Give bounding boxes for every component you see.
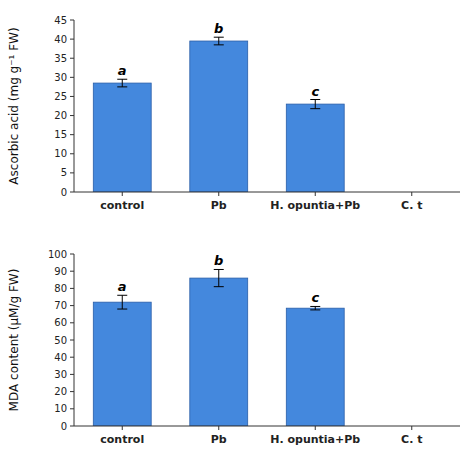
y-tick [70, 39, 74, 40]
bar [93, 83, 151, 192]
y-axis-label: Ascorbic acid (mg g⁻¹ FW) [7, 27, 21, 184]
bar [286, 104, 344, 192]
y-tick [70, 408, 74, 409]
error-bar [117, 79, 127, 87]
x-tick [218, 192, 219, 196]
bar [286, 308, 344, 426]
y-axis-label: MDA content (μM/g FW) [7, 269, 21, 412]
x-tick [122, 426, 123, 430]
y-tick-label: 10 [54, 148, 67, 159]
x-tick [315, 192, 316, 196]
x-tick-label: H. opuntia+Pb [270, 433, 360, 446]
y-tick-label: 100 [48, 249, 67, 260]
y-tick [70, 254, 74, 255]
y-tick [70, 58, 74, 59]
annotation: c [311, 84, 319, 99]
y-tick-label: 60 [54, 317, 67, 328]
y-tick [70, 134, 74, 135]
y-tick [70, 322, 74, 323]
y-tick [70, 357, 74, 358]
panel: a b c 0 5 10 15 20 25 30 35 40 45 control Pb H. opuntia… [7, 15, 460, 213]
y-tick [70, 426, 74, 427]
x-axis-line [74, 426, 460, 427]
y-tick [70, 172, 74, 173]
y-tick-label: 30 [54, 369, 67, 380]
y-tick [70, 374, 74, 375]
y-tick-label: 80 [54, 283, 67, 294]
annotation: a [118, 63, 127, 78]
x-tick [411, 426, 412, 430]
x-tick-label: Pb [211, 433, 227, 446]
y-tick-label: 40 [54, 352, 67, 363]
y-tick [70, 153, 74, 154]
y-tick-label: 15 [54, 129, 67, 140]
x-tick-label: control [100, 433, 144, 446]
y-tick-label: 20 [54, 110, 67, 121]
y-tick-label: 25 [54, 91, 67, 102]
y-tick-label: 20 [54, 386, 67, 397]
bar [190, 278, 248, 426]
annotation: a [118, 279, 127, 294]
y-tick-label: 5 [61, 167, 67, 178]
y-tick [70, 271, 74, 272]
x-tick-label: Pb [211, 199, 227, 212]
y-tick [70, 77, 74, 78]
y-tick [70, 391, 74, 392]
bar [190, 41, 248, 192]
error-bar [214, 269, 224, 286]
marks [93, 37, 344, 192]
y-tick-label: 30 [54, 72, 67, 83]
y-tick [70, 20, 74, 21]
x-tick [218, 426, 219, 430]
x-tick-label: H. opuntia+Pb [270, 199, 360, 212]
y-tick-label: 45 [54, 15, 67, 26]
x-tick-label: C. t [401, 433, 422, 446]
annotation: c [311, 290, 319, 305]
y-tick [70, 96, 74, 97]
y-tick-label: 10 [54, 403, 67, 414]
x-tick [122, 192, 123, 196]
y-tick-label: 35 [54, 53, 67, 64]
y-axis-line [74, 20, 75, 192]
error-bar [117, 295, 127, 309]
x-tick-label: C. t [401, 199, 422, 212]
y-tick-label: 70 [54, 300, 67, 311]
y-tick-label: 50 [54, 335, 67, 346]
error-bar [310, 100, 320, 109]
y-tick [70, 305, 74, 306]
bar [93, 302, 151, 426]
x-axis-line [74, 192, 460, 193]
error-bar [310, 306, 320, 309]
y-tick-label: 0 [61, 187, 67, 198]
annotation: b [214, 21, 223, 36]
x-tick [411, 192, 412, 196]
y-tick [70, 192, 74, 193]
y-tick-label: 90 [54, 266, 67, 277]
chart-root: a b c 0 5 10 15 20 25 30 35 40 45 control Pb H. opuntia… [0, 0, 474, 474]
y-tick [70, 340, 74, 341]
marks [93, 269, 344, 426]
x-tick [315, 426, 316, 430]
y-tick [70, 115, 74, 116]
y-tick [70, 288, 74, 289]
x-tick-label: control [100, 199, 144, 212]
annotation: b [214, 253, 223, 268]
y-tick-label: 0 [61, 421, 67, 432]
error-bar [214, 37, 224, 45]
y-tick-label: 40 [54, 34, 67, 45]
panel: a b c 0 10 20 30 40 50 60 70 80 90 100 control Pb H. opu… [7, 249, 460, 447]
